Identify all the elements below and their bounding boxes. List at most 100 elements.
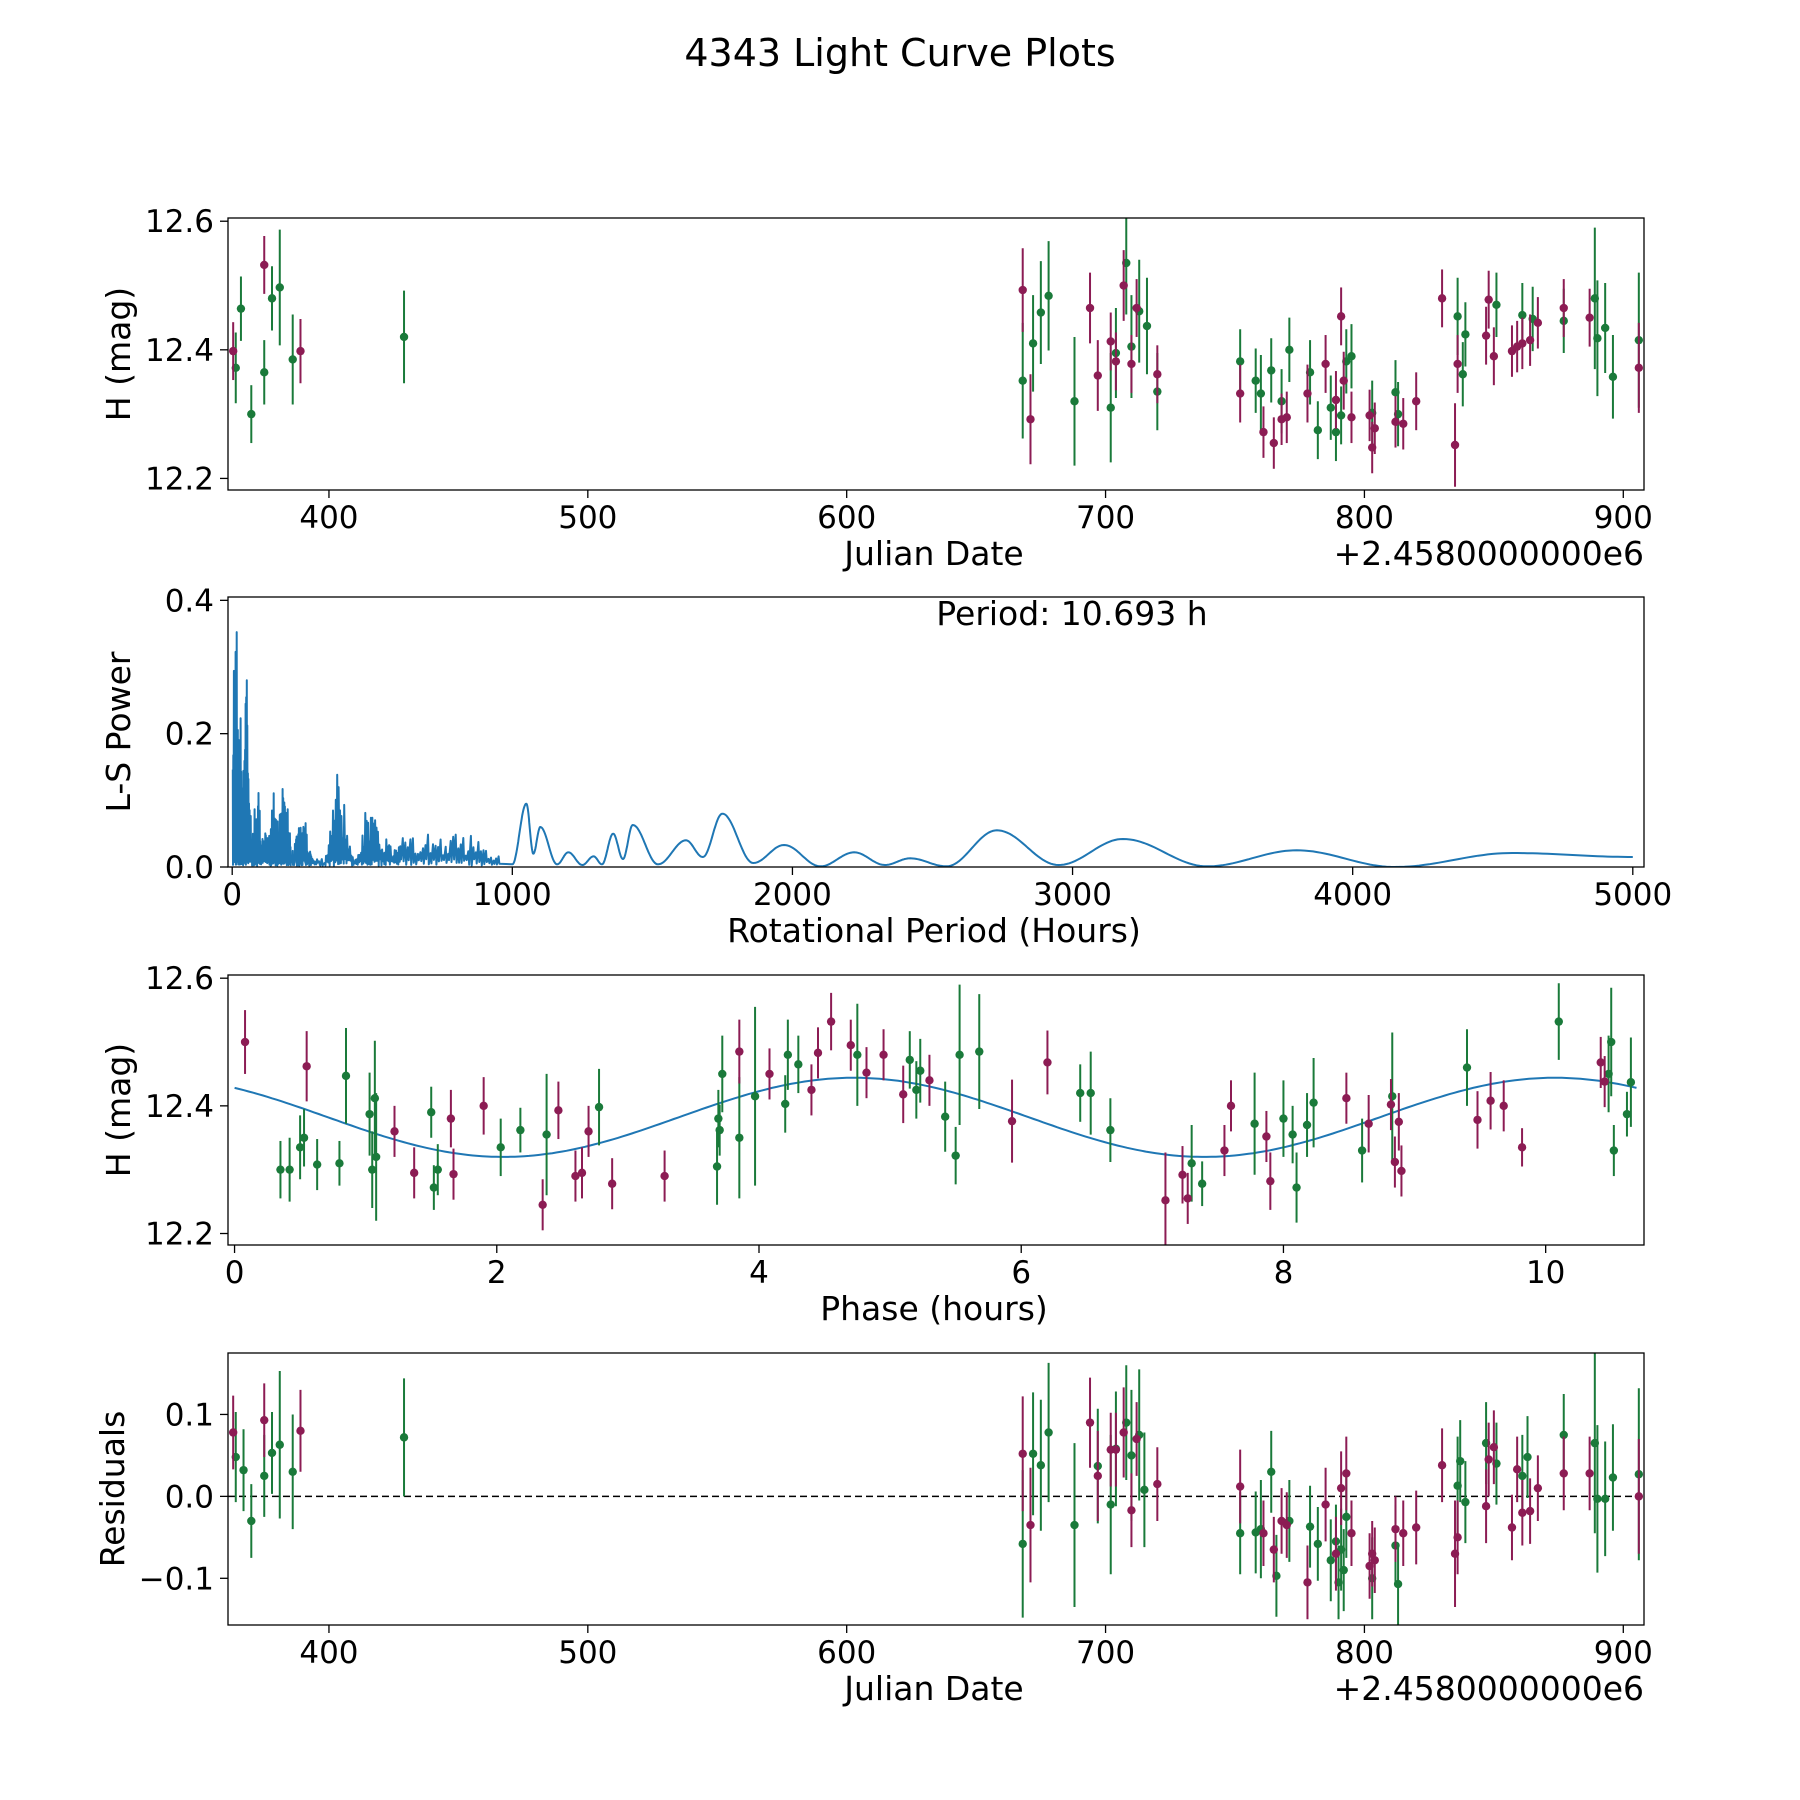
data-point xyxy=(1453,1533,1462,1542)
data-point xyxy=(240,1037,250,1047)
y-tick-label: 12.4 xyxy=(145,1089,214,1125)
data-point xyxy=(1593,1494,1602,1504)
data-point xyxy=(807,1085,816,1095)
data-point xyxy=(496,1143,505,1152)
data-point xyxy=(1266,1176,1275,1186)
data-point xyxy=(1267,1467,1276,1476)
data-point xyxy=(1127,359,1136,369)
data-point xyxy=(1036,308,1046,317)
data-point xyxy=(1018,376,1027,385)
x-offset-label: +2.4580000000e6 xyxy=(1334,534,1644,573)
x-tick-label: 600 xyxy=(817,1635,876,1671)
x-offset-label: +2.4580000000e6 xyxy=(1334,1669,1644,1708)
data-point xyxy=(712,1162,722,1171)
data-point xyxy=(1119,1428,1128,1437)
data-point xyxy=(813,1048,823,1058)
data-point xyxy=(302,1062,311,1071)
data-point xyxy=(1142,321,1152,331)
data-point xyxy=(1331,1549,1341,1558)
data-point xyxy=(1018,1539,1027,1549)
data-point xyxy=(1342,1469,1351,1478)
data-point xyxy=(1370,424,1379,433)
data-point xyxy=(1235,1482,1245,1491)
x-axis-label: Phase (hours) xyxy=(820,1289,1048,1328)
y-tick-label: 12.6 xyxy=(145,204,214,240)
y-axis-label: H (mag) xyxy=(99,1043,138,1177)
data-point xyxy=(427,1108,436,1117)
series-filter-a xyxy=(276,983,1636,1223)
data-point xyxy=(554,1106,563,1115)
data-point xyxy=(912,1085,921,1095)
data-point xyxy=(905,1055,914,1065)
data-point xyxy=(1391,417,1400,427)
data-point xyxy=(1292,1183,1301,1192)
data-point xyxy=(1518,1508,1527,1517)
data-point xyxy=(1044,1428,1053,1437)
data-point xyxy=(288,1467,297,1476)
data-point xyxy=(1178,1170,1187,1179)
data-point xyxy=(862,1068,871,1077)
data-point xyxy=(1347,1529,1356,1538)
data-point xyxy=(542,1130,551,1139)
data-point xyxy=(846,1041,855,1050)
data-point xyxy=(916,1066,925,1075)
data-point xyxy=(1044,291,1053,301)
data-point xyxy=(1111,357,1121,366)
x-tick-label: 400 xyxy=(299,500,358,536)
x-tick-label: 2 xyxy=(487,1255,507,1291)
data-point xyxy=(1390,1157,1400,1167)
data-point xyxy=(925,1076,934,1085)
data-point xyxy=(594,1102,604,1112)
data-point xyxy=(236,304,246,313)
data-point xyxy=(1288,1130,1297,1139)
data-point xyxy=(1559,1469,1568,1478)
figure-title: 4343 Light Curve Plots xyxy=(684,31,1115,75)
x-tick-label: 800 xyxy=(1335,500,1394,536)
data-point xyxy=(1086,1088,1095,1098)
data-point xyxy=(1357,1146,1367,1155)
data-point xyxy=(1593,334,1602,343)
data-point xyxy=(584,1127,593,1136)
data-point xyxy=(975,1047,984,1056)
y-axis-label: Residuals xyxy=(93,1411,132,1568)
data-point xyxy=(368,1165,377,1174)
x-tick-label: 4 xyxy=(749,1255,769,1291)
data-point xyxy=(940,1112,950,1121)
data-point xyxy=(1600,1494,1610,1504)
x-tick-label: 600 xyxy=(817,500,876,536)
data-point xyxy=(1437,294,1447,303)
data-point xyxy=(735,1133,744,1142)
light-curve-panel: 400 500 600 700 800 900 12.2 12.4 12.6 Julian Dat… xyxy=(99,204,1653,573)
period-annotation: Period: 10.693 h xyxy=(936,594,1207,633)
data-point xyxy=(1127,1506,1136,1515)
series-filter-a xyxy=(231,218,1644,466)
data-point xyxy=(1070,1520,1079,1530)
data-point xyxy=(1342,1512,1351,1522)
series-filter-b xyxy=(240,992,1609,1245)
x-tick-label: 8 xyxy=(1274,1255,1294,1291)
data-point xyxy=(571,1171,580,1181)
data-point xyxy=(1305,1522,1315,1531)
periodogram-panel: 0 1000 2000 3000 4000 5000 0.0 0.2 0.4 Rotational… xyxy=(99,583,1672,950)
data-point xyxy=(1492,300,1501,310)
x-tick-label: 10 xyxy=(1526,1255,1565,1291)
data-point xyxy=(1321,359,1330,369)
data-point xyxy=(1489,1443,1499,1452)
data-point xyxy=(1507,1523,1517,1532)
data-point xyxy=(371,1152,381,1162)
data-point xyxy=(1259,1529,1268,1538)
data-point xyxy=(1326,403,1335,412)
data-point xyxy=(1262,1132,1271,1141)
data-point xyxy=(1450,440,1460,450)
data-point xyxy=(1559,303,1568,313)
data-point xyxy=(1486,1096,1495,1105)
x-tick-label: 900 xyxy=(1594,500,1653,536)
data-point xyxy=(1132,303,1141,313)
data-point xyxy=(538,1200,547,1209)
data-point xyxy=(1302,1120,1312,1130)
data-point xyxy=(260,1415,269,1425)
data-point xyxy=(1481,1502,1491,1511)
data-point xyxy=(335,1159,344,1168)
data-point xyxy=(247,409,256,419)
data-point xyxy=(1533,318,1543,328)
